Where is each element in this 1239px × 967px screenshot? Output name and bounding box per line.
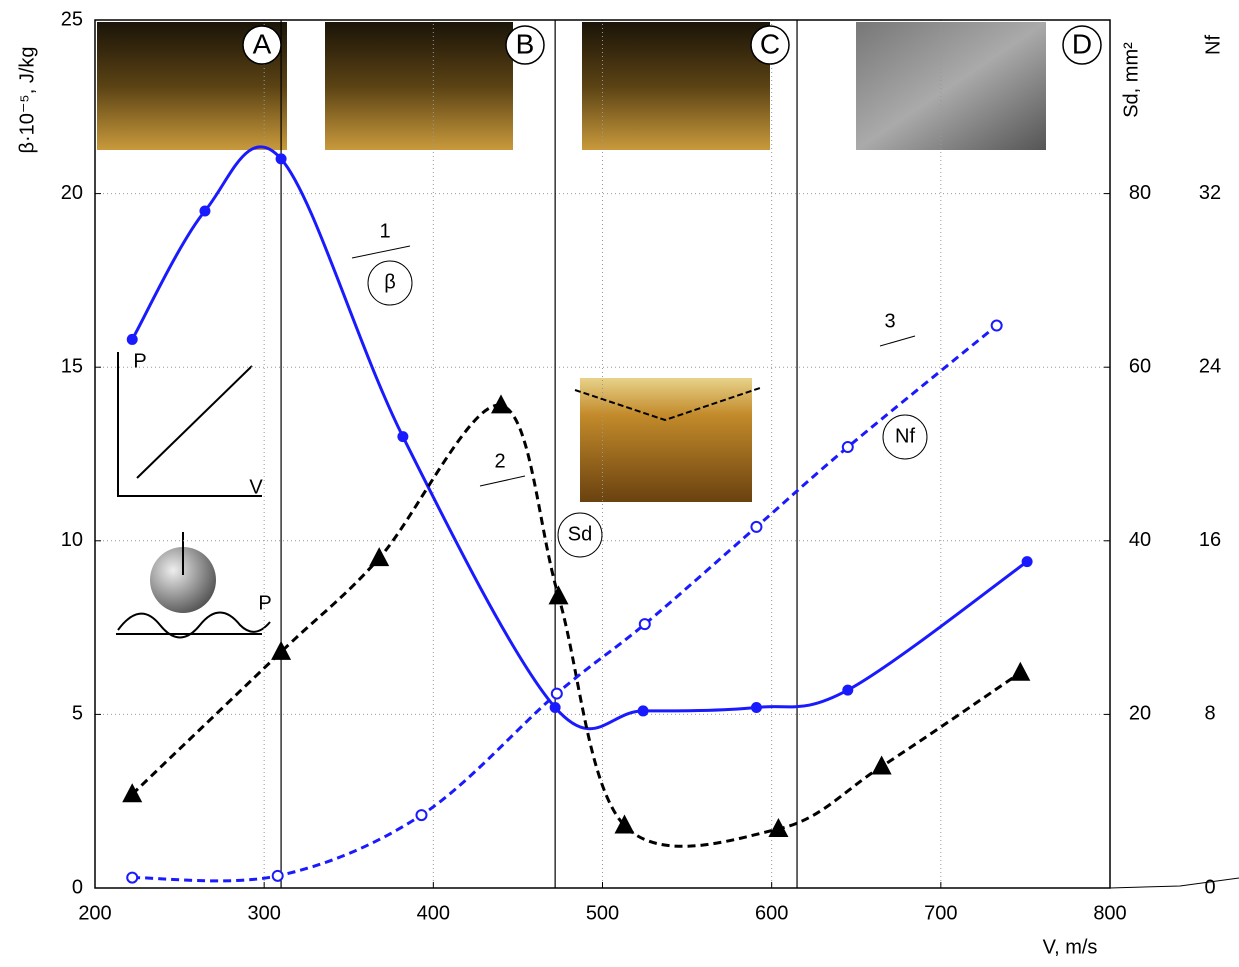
y-tick-label: 20 [61, 182, 83, 204]
y3-tick-label: 16 [1199, 529, 1221, 551]
curve-number: 3 [884, 310, 895, 332]
y-tick-label: 25 [61, 8, 83, 30]
point [638, 705, 649, 716]
inset-diagram [116, 352, 270, 638]
region-label: D [1072, 28, 1092, 59]
inset-line [137, 366, 252, 478]
point [550, 702, 561, 713]
y3-axis-stub [1110, 878, 1239, 888]
y-tick-label: 5 [72, 703, 83, 725]
region-label: A [253, 28, 272, 59]
curve-symbol: Nf [895, 425, 915, 447]
curve-number: 1 [379, 220, 390, 242]
point [127, 334, 138, 345]
curve-symbol: β [384, 271, 396, 293]
y3-tick-label: 24 [1199, 355, 1221, 377]
point [751, 522, 761, 532]
inset-label: P [258, 592, 271, 614]
point [552, 689, 562, 699]
point [199, 205, 210, 216]
point [843, 442, 853, 452]
point [273, 871, 283, 881]
chart: 2003004005006007008000510152025204060800… [0, 0, 1239, 962]
point [872, 755, 892, 774]
point [127, 873, 137, 883]
leader [880, 336, 915, 346]
y-tick-label: 10 [61, 529, 83, 551]
y2-axis-title: Sd, mm² [1120, 42, 1142, 118]
curve-number: 2 [494, 450, 505, 472]
inset-photo [580, 378, 752, 502]
point [491, 394, 511, 413]
x-axis-title: V, m/s [1043, 936, 1098, 958]
x-tick-label: 500 [586, 902, 619, 924]
point [992, 321, 1002, 331]
y2-tick-label: 40 [1129, 529, 1151, 551]
point [397, 431, 408, 442]
leader [352, 246, 410, 258]
photo [582, 22, 770, 150]
y2-tick-label: 60 [1129, 355, 1151, 377]
y3-tick-label: 8 [1204, 703, 1215, 725]
point [122, 783, 142, 802]
x-tick-label: 800 [1093, 902, 1126, 924]
x-tick-label: 600 [755, 902, 788, 924]
y-tick-label: 0 [72, 876, 83, 898]
curve-symbol: Sd [568, 523, 592, 545]
point [1022, 556, 1033, 567]
point [842, 685, 853, 696]
y3-tick-label: 0 [1204, 876, 1215, 898]
point [751, 702, 762, 713]
region-label: B [516, 28, 535, 59]
point [271, 641, 291, 660]
inset-label: V [249, 476, 263, 498]
photo [856, 22, 1046, 150]
point [416, 810, 426, 820]
photo [325, 22, 513, 150]
point [614, 815, 634, 834]
y-axis-title: β·10⁻⁵, J/kg [16, 46, 38, 153]
point [1010, 662, 1030, 681]
region-label: C [760, 28, 780, 59]
y2-tick-label: 80 [1129, 182, 1151, 204]
x-tick-label: 200 [78, 902, 111, 924]
y-tick-label: 15 [61, 355, 83, 377]
point [640, 619, 650, 629]
x-tick-label: 700 [924, 902, 957, 924]
point [276, 153, 287, 164]
leader [480, 476, 525, 486]
y2-tick-label: 20 [1129, 703, 1151, 725]
x-tick-label: 300 [247, 902, 280, 924]
point [549, 585, 569, 604]
y3-axis-title: Nf [1202, 35, 1224, 55]
y3-tick-label: 32 [1199, 182, 1221, 204]
x-tick-label: 400 [417, 902, 450, 924]
inset-label: P [133, 350, 146, 372]
